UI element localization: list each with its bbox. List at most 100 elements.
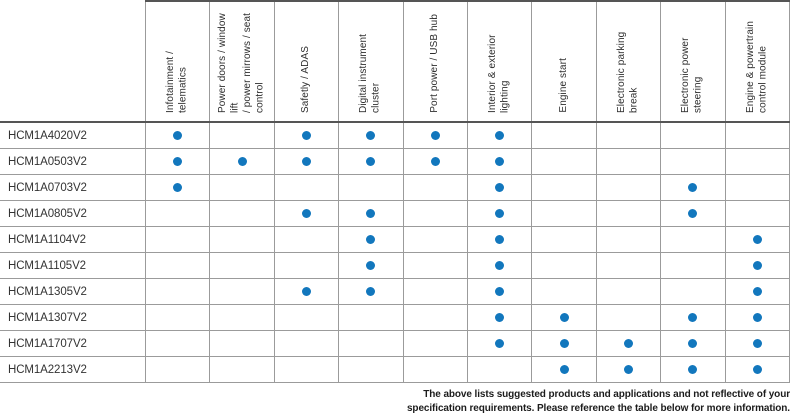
matrix-cell-dotted [531, 330, 597, 357]
column-header-8: Electronic parking break [595, 0, 661, 123]
matrix-cell-dotted [724, 304, 791, 331]
matrix-cell-dotted [466, 200, 532, 227]
matrix-cell-empty [531, 200, 597, 227]
matrix-cell-empty [338, 304, 404, 331]
application-matrix-table: Infotainment / telematics Power doors / w… [0, 0, 791, 383]
column-header-label: Safetly / ADAS [300, 46, 312, 113]
matrix-cell-empty [402, 330, 468, 357]
matrix-cell-empty [209, 330, 275, 357]
application-dot-icon [301, 130, 311, 140]
matrix-cell-dotted [466, 148, 532, 175]
application-dot-icon [301, 208, 311, 218]
matrix-cell-dotted [724, 252, 791, 279]
matrix-cell-empty [144, 200, 210, 227]
matrix-cell-empty [209, 304, 275, 331]
matrix-cell-dotted [144, 148, 210, 175]
matrix-cell-empty [595, 252, 661, 279]
matrix-cell-empty [209, 252, 275, 279]
application-dot-icon [688, 312, 698, 322]
column-header-10: Engine & powertrain control module [724, 0, 791, 123]
matrix-cell-empty [595, 200, 661, 227]
matrix-cell-empty [402, 226, 468, 253]
matrix-cell-dotted [273, 278, 339, 305]
matrix-cell-dotted [595, 356, 661, 383]
matrix-cell-empty [273, 252, 339, 279]
matrix-cell-dotted [466, 122, 532, 149]
matrix-cell-dotted [144, 174, 210, 201]
table-row: HCM1A1307V2 [0, 304, 791, 331]
column-header-4: Digital instrument cluster [338, 0, 404, 123]
matrix-cell-empty [209, 356, 275, 383]
application-dot-icon [688, 338, 698, 348]
matrix-cell-empty [273, 226, 339, 253]
matrix-cell-dotted [660, 174, 726, 201]
application-dot-icon [173, 182, 183, 192]
part-number: HCM1A1105V2 [0, 252, 146, 279]
footnote: The above lists suggested products and a… [0, 388, 790, 414]
matrix-cell-empty [338, 174, 404, 201]
application-dot-icon [495, 338, 505, 348]
application-dot-icon [366, 208, 376, 218]
application-dot-icon [752, 234, 762, 244]
matrix-cell-empty [144, 330, 210, 357]
matrix-cell-empty [144, 304, 210, 331]
part-number: HCM1A0703V2 [0, 174, 146, 201]
matrix-cell-empty [531, 278, 597, 305]
matrix-cell-dotted [273, 122, 339, 149]
matrix-cell-empty [402, 278, 468, 305]
matrix-cell-empty [338, 356, 404, 383]
column-header-wrap: Power doors / window lift / power mirrow… [210, 4, 273, 121]
matrix-cell-dotted [724, 278, 791, 305]
column-header-label: Interior & exterior lighting [487, 34, 511, 113]
column-header-label: Infotainment / telematics [165, 51, 189, 113]
matrix-cell-empty [273, 330, 339, 357]
column-header-6: Interior & exterior lighting [466, 0, 532, 123]
table-row: HCM1A1707V2 [0, 330, 791, 357]
matrix-cell-empty [402, 304, 468, 331]
matrix-cell-dotted [660, 356, 726, 383]
matrix-cell-empty [273, 304, 339, 331]
matrix-cell-dotted [466, 252, 532, 279]
part-number: HCM1A0805V2 [0, 200, 146, 227]
matrix-cell-empty [595, 278, 661, 305]
column-header-label: Engine & powertrain control module [744, 21, 769, 113]
matrix-cell-empty [273, 174, 339, 201]
matrix-cell-dotted [338, 148, 404, 175]
table-row: HCM1A1104V2 [0, 226, 791, 253]
matrix-cell-empty [209, 122, 275, 149]
application-dot-icon [237, 156, 247, 166]
application-dot-icon [495, 156, 505, 166]
table-row: HCM1A2213V2 [0, 356, 791, 383]
column-header-5: Port power / USB hub [402, 0, 468, 123]
matrix-cell-dotted [273, 200, 339, 227]
part-number: HCM1A1305V2 [0, 278, 146, 305]
matrix-cell-empty [144, 226, 210, 253]
table-row: HCM1A0703V2 [0, 174, 791, 201]
column-header-wrap: Electronic power steering [661, 4, 724, 121]
matrix-cell-empty [660, 122, 726, 149]
table-row: HCM1A0503V2 [0, 148, 791, 175]
matrix-cell-empty [724, 174, 791, 201]
footnote-line-2: specification requirements. Please refer… [406, 402, 790, 414]
matrix-cell-dotted [466, 278, 532, 305]
column-header-9: Electronic power steering [660, 0, 726, 123]
matrix-cell-dotted [466, 304, 532, 331]
footnote-line-1: The above lists suggested products and a… [423, 389, 790, 400]
column-header-label: Digital instrument cluster [358, 33, 382, 113]
part-number: HCM1A4020V2 [0, 122, 146, 149]
matrix-cell-empty [209, 278, 275, 305]
matrix-cell-dotted [144, 122, 210, 149]
application-dot-icon [688, 364, 698, 374]
corner-cell [0, 1, 146, 123]
matrix-cell-dotted [466, 174, 532, 201]
column-header-wrap: Port power / USB hub [404, 4, 467, 121]
matrix-cell-empty [531, 174, 597, 201]
matrix-cell-empty [660, 226, 726, 253]
application-dot-icon [366, 130, 376, 140]
matrix-cell-empty [466, 356, 532, 383]
application-dot-icon [688, 182, 698, 192]
matrix-cell-empty [338, 330, 404, 357]
matrix-cell-empty [402, 356, 468, 383]
column-header-7: Engine start [531, 0, 597, 123]
application-dot-icon [301, 156, 311, 166]
